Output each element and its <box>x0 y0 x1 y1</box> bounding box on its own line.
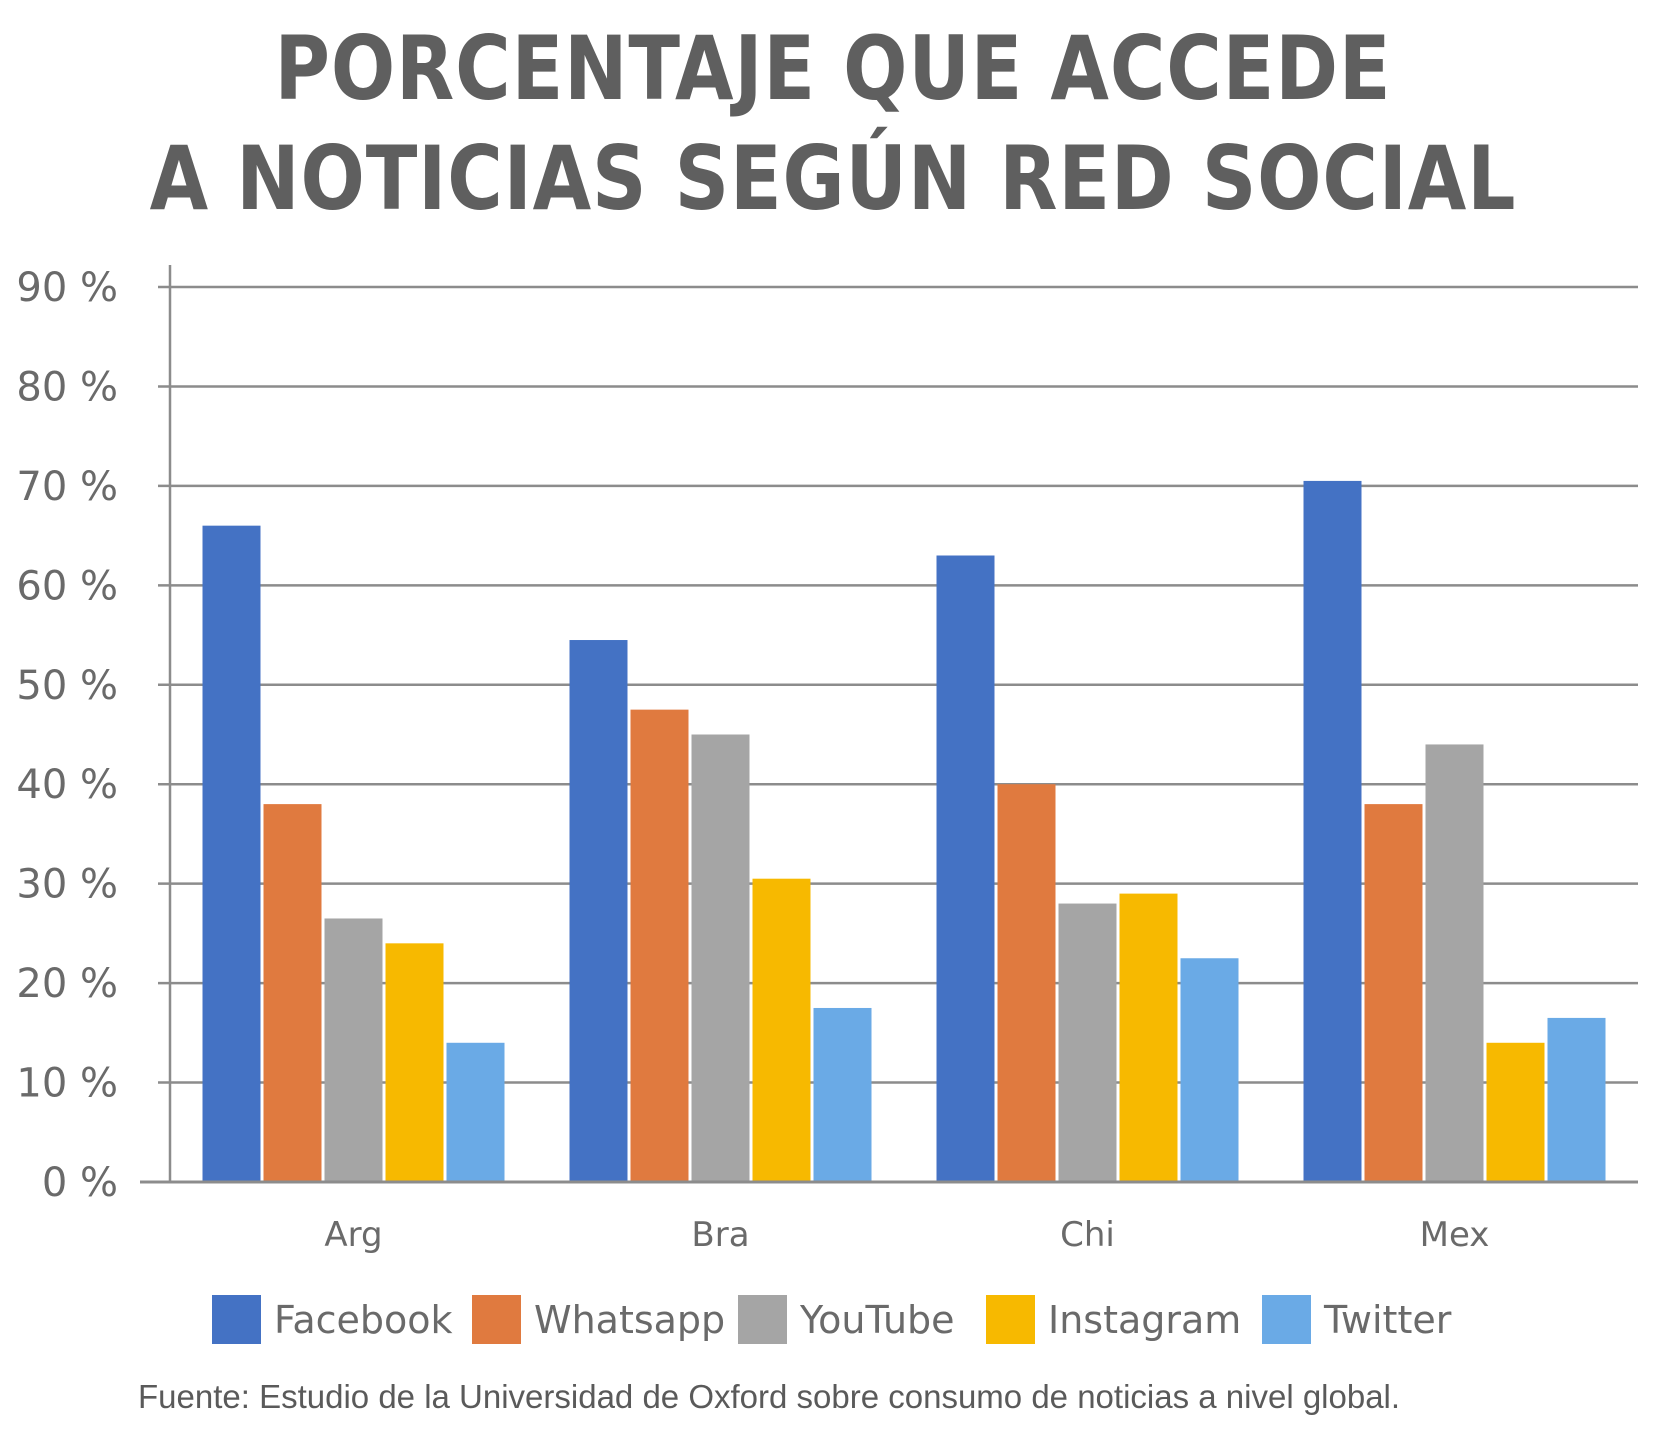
bar-instagram-chi <box>1119 893 1178 1182</box>
y-tick-label: 60 % <box>16 563 118 609</box>
bar-facebook-chi <box>936 555 995 1182</box>
bar-whatsapp-chi <box>997 784 1056 1182</box>
legend-label-whatsapp: Whatsapp <box>534 1298 725 1342</box>
bar-instagram-bra <box>752 878 811 1182</box>
bar-instagram-mex <box>1486 1042 1545 1182</box>
x-tick-label: Mex <box>1420 1215 1490 1255</box>
bar-youtube-bra <box>691 734 750 1182</box>
bar-youtube-arg <box>324 918 383 1182</box>
source-note: Fuente: Estudio de la Universidad de Oxf… <box>138 1378 1401 1415</box>
legend-swatch-instagram <box>986 1295 1035 1344</box>
bar-whatsapp-mex <box>1364 804 1423 1182</box>
y-tick-label: 20 % <box>16 961 118 1007</box>
bar-facebook-bra <box>569 640 628 1182</box>
legend-swatch-twitter <box>1262 1295 1311 1344</box>
bar-youtube-mex <box>1425 744 1484 1182</box>
y-tick-label: 70 % <box>16 464 118 510</box>
y-tick-label: 40 % <box>16 762 118 808</box>
y-tick-label: 50 % <box>16 663 118 709</box>
legend-label-instagram: Instagram <box>1048 1298 1241 1342</box>
x-tick-label: Chi <box>1060 1215 1115 1255</box>
chart-title: PORCENTAJE QUE ACCEDE A NOTICIAS SEGÚN R… <box>117 14 1550 234</box>
legend-swatch-youtube <box>738 1295 787 1344</box>
bar-twitter-arg <box>446 1042 505 1182</box>
y-tick-label: 90 % <box>16 265 118 311</box>
legend-swatch-facebook <box>212 1295 261 1344</box>
bar-facebook-mex <box>1303 480 1362 1183</box>
bar-whatsapp-arg <box>263 804 322 1182</box>
bar-youtube-chi <box>1058 903 1117 1182</box>
bar-facebook-arg <box>202 525 261 1182</box>
y-tick-label: 0 % <box>42 1160 118 1206</box>
x-tick-label: Bra <box>691 1215 749 1255</box>
chart-title-line-2: A NOTICIAS SEGÚN RED SOCIAL <box>149 127 1517 230</box>
bar-whatsapp-bra <box>630 709 689 1182</box>
legend-swatch-whatsapp <box>472 1295 521 1344</box>
bar-instagram-arg <box>385 943 444 1182</box>
y-tick-label: 80 % <box>16 364 118 410</box>
y-tick-label: 30 % <box>16 862 118 908</box>
chart-title-line-1: PORCENTAJE QUE ACCEDE <box>274 17 1392 120</box>
legend-label-youtube: YouTube <box>799 1298 955 1342</box>
legend-label-twitter: Twitter <box>1323 1298 1452 1342</box>
bar-twitter-chi <box>1180 958 1239 1182</box>
legend-label-facebook: Facebook <box>274 1298 453 1342</box>
bar-twitter-bra <box>813 1007 872 1182</box>
y-tick-label: 10 % <box>16 1061 118 1107</box>
bar-twitter-mex <box>1547 1017 1606 1182</box>
x-tick-label: Arg <box>324 1215 382 1255</box>
